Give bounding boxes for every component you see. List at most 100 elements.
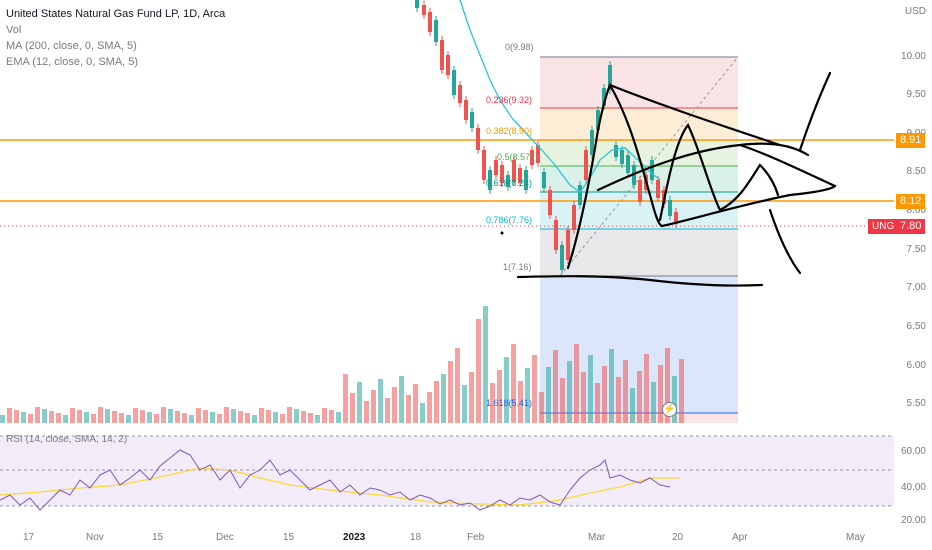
candle-body[interactable] [524,170,528,190]
price-candles[interactable] [415,0,678,274]
time-tick: Feb [467,532,485,543]
time-tick: 15 [152,532,164,543]
volume-bar [350,393,355,423]
candle-body[interactable] [656,180,660,198]
fib-label-1618: 1.618(5.41) [486,398,533,408]
volume-bar [273,412,278,423]
candle-body[interactable] [446,55,450,75]
candle-body[interactable] [470,112,474,128]
volume-bar [238,411,243,423]
candle-body[interactable] [464,100,468,120]
candle-body[interactable] [668,200,672,216]
volume-bar [595,383,600,423]
rsi-legend[interactable]: RSI (14, close, SMA, 14, 2) [6,434,128,445]
volume-bar [525,368,530,423]
lightning-icon[interactable]: ⚡ [662,402,677,417]
volume-bar [441,374,446,423]
ema-line [459,0,661,193]
candle-body[interactable] [458,85,462,103]
volume-bar [539,392,544,423]
candle-body[interactable] [590,130,594,155]
candle-body[interactable] [542,172,546,188]
candle-body[interactable] [518,168,522,183]
volume-bar [252,415,257,423]
volume-bar [343,374,348,423]
ema-legend[interactable]: EMA (12, close, 0, SMA, 5) [6,56,139,68]
candle-body[interactable] [572,205,576,230]
candle-body[interactable] [506,175,510,187]
candle-body[interactable] [422,5,426,15]
time-tick: Nov [86,532,104,543]
volume-bar [294,409,299,423]
fib-label-5: 0.5(8.57) [497,152,534,162]
candle-body[interactable] [434,20,438,42]
volume-bar [105,409,110,423]
hand-drawn-annotations[interactable] [516,71,837,287]
ma-legend[interactable]: MA (200, close, 0, SMA, 5) [6,40,137,52]
rsi-panel[interactable] [0,435,894,511]
candle-body[interactable] [626,155,630,173]
volume-legend[interactable]: Vol [6,24,22,36]
volume-bar [203,410,208,423]
candle-body[interactable] [608,65,612,90]
volume-bar [385,398,390,423]
volume-bar [49,411,54,423]
price-tick: 7.00 [906,282,926,293]
candle-body[interactable] [440,40,444,70]
volume-bar [42,409,47,423]
candle-body[interactable] [674,212,678,224]
volume-bar [28,414,33,423]
candle-body[interactable] [620,150,624,164]
volume-bar [182,413,187,423]
volume-bar [644,354,649,423]
candle-body[interactable] [596,110,600,130]
volume-bar [378,379,383,423]
candle-body[interactable] [560,245,564,270]
symbol-title[interactable]: United States Natural Gas Fund LP, 1D, A… [6,8,226,20]
candle-body[interactable] [500,165,504,183]
price-tick: 8.00 [906,205,926,216]
fib-label-382: 0.382(8.90) [486,126,533,136]
time-tick: 17 [23,532,35,543]
time-tick: 2023 [343,532,366,543]
volume-bar [119,413,124,423]
candle-body[interactable] [428,12,432,32]
volume-bar [462,385,467,423]
candle-body[interactable] [650,160,654,180]
candle-body[interactable] [566,230,570,260]
volume-bar [196,408,201,423]
fib-label-786: 0.786(7.76) [486,215,533,225]
volume-bar [504,357,509,423]
candle-body[interactable] [415,0,419,8]
candle-body[interactable] [638,180,642,202]
candle-body[interactable] [602,88,606,106]
candle-body[interactable] [512,160,516,182]
price-axis[interactable]: USD 10.00 9.50 9.00 8.50 8.00 7.50 7.00 … [894,0,932,520]
candle-body[interactable] [536,145,540,163]
rsi-tick: 40.00 [900,482,926,493]
candle-body[interactable] [548,190,552,215]
candle-body[interactable] [476,128,480,150]
candle-body[interactable] [452,70,456,95]
candle-body[interactable] [578,185,582,205]
candle-body[interactable] [488,170,492,190]
volume-bar [70,408,75,423]
time-tick: Dec [216,532,234,543]
volume-bar [497,370,502,423]
volume-bar [679,359,684,423]
volume-bar [469,372,474,423]
candle-body[interactable] [482,150,486,180]
fib-label-618: 0.618(8.24) [486,178,533,188]
candle-body[interactable] [614,145,618,157]
volume-bar [546,367,551,423]
candle-body[interactable] [494,160,498,175]
fib-label-0: 0(9.98) [505,42,534,52]
volume-bar [35,407,40,423]
candle-body[interactable] [530,150,534,165]
candle-body[interactable] [554,220,558,250]
volume-bar [266,410,271,423]
volume-bar [602,366,607,423]
volume-bar [553,350,558,423]
candle-body[interactable] [584,150,588,180]
